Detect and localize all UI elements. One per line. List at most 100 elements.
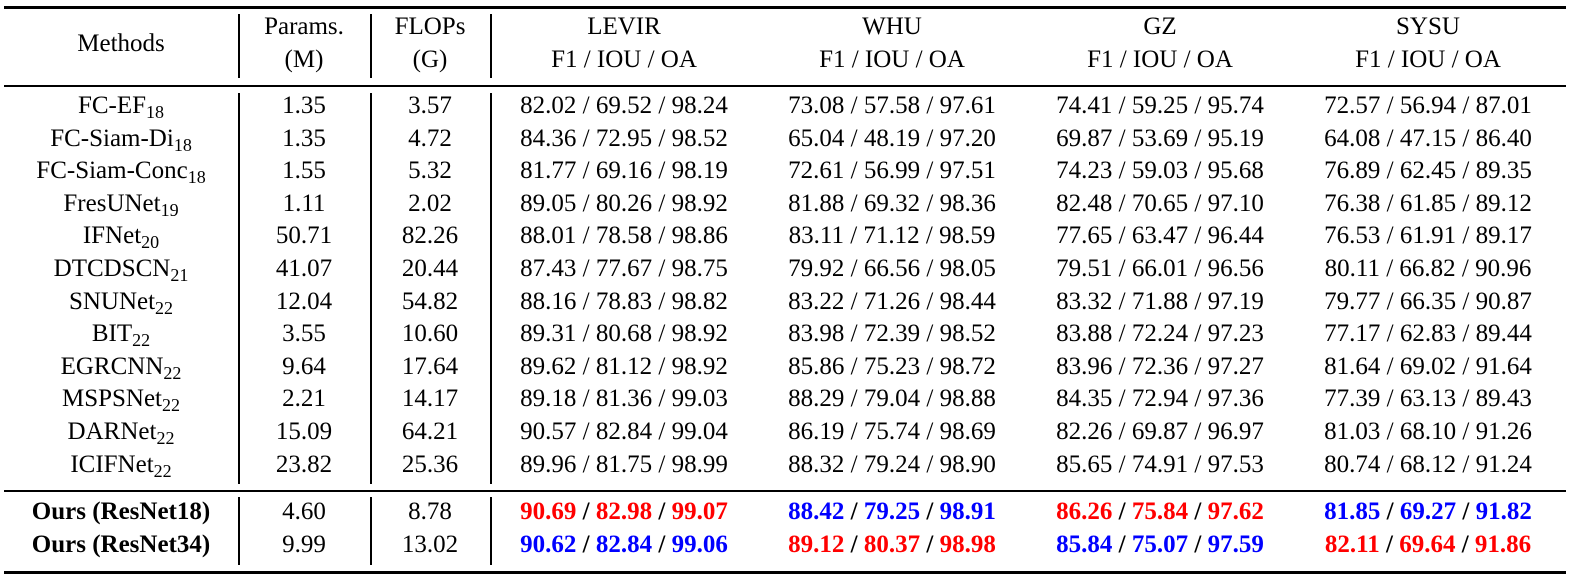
flops-cell: 20.44 xyxy=(401,255,459,282)
gz-cell: 74.23 / 59.03 / 95.68 xyxy=(1056,157,1264,185)
params-cell: 9.99 xyxy=(282,531,326,558)
sysu-cell: 81.03 / 68.10 / 91.26 xyxy=(1324,418,1532,445)
method-label: DTCDSCN xyxy=(53,255,171,282)
gz-cell: 69.87 / 53.69 / 95.19 xyxy=(1056,124,1264,152)
flops-cell: 25.36 xyxy=(401,450,459,478)
method-name: IFNet20 xyxy=(4,221,238,251)
sysu-cell: 72.57 / 56.94 / 87.01 xyxy=(1324,92,1532,119)
params-cell: 3.55 xyxy=(282,320,326,348)
method-name: BIT22 xyxy=(4,319,238,349)
metric-value: 90.69 xyxy=(520,498,577,525)
whu-cell: 88.42 / 79.25 / 98.91 xyxy=(758,497,1026,527)
metric-value: 69.64 xyxy=(1399,531,1456,558)
header-whu-metrics: F1 / IOU / OA xyxy=(819,46,965,73)
method-label: EGRCNN xyxy=(60,352,164,380)
gz-cell: 79.51 / 66.01 / 96.56 xyxy=(1056,255,1264,282)
flops-cell: 4.72 xyxy=(408,124,452,152)
method-year-subscript: 20 xyxy=(141,232,160,253)
flops-cell: 54.82 xyxy=(401,287,459,315)
metric-value: 91.86 xyxy=(1474,531,1532,558)
method-year-subscript: 18 xyxy=(146,102,165,122)
whu-cell: 79.92 / 66.56 / 98.05 xyxy=(788,255,996,282)
sysu-cell: 81.85 / 69.27 / 91.82 xyxy=(1294,497,1562,527)
levir-cell: 89.18 / 81.36 / 99.03 xyxy=(520,385,728,413)
sysu-cell: 76.38 / 61.85 / 89.12 xyxy=(1324,189,1532,217)
flops-cell: 64.21 xyxy=(401,418,459,445)
metric-value: 82.84 xyxy=(595,531,653,558)
whu-cell: 85.86 / 75.23 / 98.72 xyxy=(788,352,996,380)
method-year-subscript: 21 xyxy=(170,265,189,285)
method-label: BIT xyxy=(91,320,133,348)
col-divider xyxy=(370,14,372,78)
params-cell: 1.35 xyxy=(282,92,326,119)
params-cell: 4.60 xyxy=(282,498,326,525)
metric-separator: / xyxy=(1455,531,1475,558)
header-gz-metrics: F1 / IOU / OA xyxy=(1087,46,1233,73)
method-name: FC-EF18 xyxy=(4,91,238,121)
method-name: FC-Siam-Di18 xyxy=(4,124,238,154)
levir-cell: 84.36 / 72.95 / 98.52 xyxy=(520,124,728,152)
col-divider xyxy=(370,93,372,484)
method-label: FresUNet xyxy=(63,189,161,217)
header-flops-line1: FLOPs xyxy=(394,13,466,40)
whu-cell: 72.61 / 56.99 / 97.51 xyxy=(788,157,996,185)
metric-value: 98.98 xyxy=(939,531,996,558)
levir-cell: 88.16 / 78.83 / 98.82 xyxy=(520,287,728,315)
gz-cell: 82.48 / 70.65 / 97.10 xyxy=(1056,189,1264,217)
method-label: FC-Siam-Conc xyxy=(36,157,188,185)
params-cell: 1.55 xyxy=(282,157,326,185)
col-divider xyxy=(490,497,492,565)
sysu-cell: 80.11 / 66.82 / 90.96 xyxy=(1324,255,1532,282)
method-year-subscript: 22 xyxy=(153,460,172,481)
levir-cell: 81.77 / 69.16 / 98.19 xyxy=(520,157,728,185)
method-name: SNUNet22 xyxy=(4,287,238,317)
method-label: MSPSNet xyxy=(61,385,163,413)
sysu-cell: 77.17 / 62.83 / 89.44 xyxy=(1324,320,1532,348)
params-cell: 1.11 xyxy=(282,189,326,217)
metric-value: 80.37 xyxy=(863,531,921,558)
sysu-cell: 82.11 / 69.64 / 91.86 xyxy=(1294,530,1562,560)
header-levir-metrics: F1 / IOU / OA xyxy=(551,46,697,73)
method-year-subscript: 22 xyxy=(163,362,182,383)
metric-value: 86.26 xyxy=(1056,498,1113,525)
method-label: FC-Siam-Di xyxy=(50,124,174,152)
whu-cell: 65.04 / 48.19 / 97.20 xyxy=(788,124,996,152)
params-cell: 12.04 xyxy=(275,287,333,315)
sysu-cell: 77.39 / 63.13 / 89.43 xyxy=(1324,385,1532,413)
levir-cell: 89.31 / 80.68 / 98.92 xyxy=(520,320,728,348)
bottom-rule xyxy=(4,571,1566,574)
levir-cell: 90.62 / 82.84 / 99.06 xyxy=(490,530,758,560)
method-name: FresUNet19 xyxy=(4,189,238,219)
metric-separator: / xyxy=(844,531,864,558)
levir-cell: 88.01 / 78.58 / 98.86 xyxy=(520,222,728,250)
metric-separator: / xyxy=(1456,498,1476,525)
levir-cell: 87.43 / 77.67 / 98.75 xyxy=(520,255,728,282)
whu-cell: 88.32 / 79.24 / 98.90 xyxy=(788,450,996,478)
method-name: FC-Siam-Conc18 xyxy=(4,156,238,186)
params-cell: 9.64 xyxy=(282,352,326,380)
gz-cell: 77.65 / 63.47 / 96.44 xyxy=(1056,222,1264,250)
flops-cell: 5.32 xyxy=(408,157,452,185)
method-name: ICIFNet22 xyxy=(4,450,238,480)
flops-cell: 2.02 xyxy=(408,189,452,217)
col-divider xyxy=(238,497,240,565)
header-params-line2: (M) xyxy=(284,46,324,73)
whu-cell: 73.08 / 57.58 / 97.61 xyxy=(788,92,996,119)
sysu-cell: 76.89 / 62.45 / 89.35 xyxy=(1324,157,1532,185)
flops-cell: 10.60 xyxy=(401,320,459,348)
sysu-cell: 81.64 / 69.02 / 91.64 xyxy=(1324,352,1532,380)
method-year-subscript: 18 xyxy=(187,167,206,188)
metric-value: 69.27 xyxy=(1399,498,1457,525)
metric-value: 82.11 xyxy=(1324,531,1380,558)
gz-cell: 85.84 / 75.07 / 97.59 xyxy=(1026,530,1294,560)
levir-cell: 90.57 / 82.84 / 99.04 xyxy=(520,418,728,445)
metric-separator: / xyxy=(576,531,596,558)
metric-separator: / xyxy=(1379,531,1400,558)
header-flops-line2: (G) xyxy=(412,46,448,73)
gz-cell: 86.26 / 75.84 / 97.62 xyxy=(1026,497,1294,527)
metric-value: 75.84 xyxy=(1131,498,1189,525)
levir-cell: 89.62 / 81.12 / 98.92 xyxy=(520,352,728,380)
flops-cell: 3.57 xyxy=(408,92,452,119)
metric-value: 79.25 xyxy=(863,498,921,525)
method-name: Ours (ResNet34) xyxy=(31,531,211,558)
